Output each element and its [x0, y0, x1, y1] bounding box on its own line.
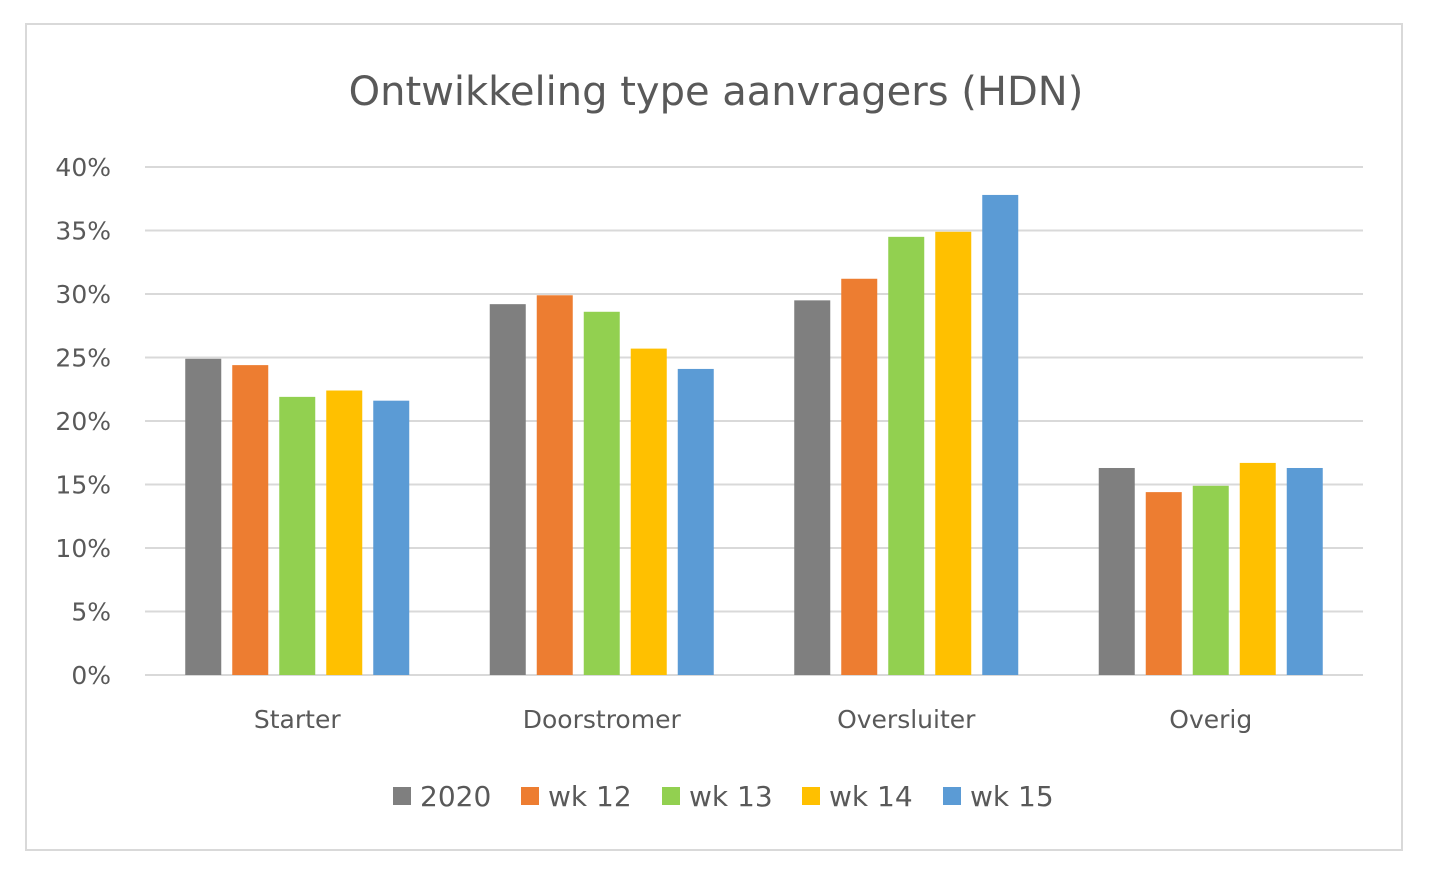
y-tick-label: 5% [71, 598, 111, 627]
bar [583, 311, 620, 675]
y-tick-label: 40% [55, 153, 111, 182]
y-tick-label: 0% [71, 661, 111, 690]
bar [279, 396, 316, 675]
bar [794, 300, 831, 675]
x-axis-categories: Starter Doorstromer Oversluiter Overig [254, 705, 1252, 734]
bar [677, 368, 714, 675]
x-category-label: Doorstromer [523, 705, 682, 734]
bar [1192, 485, 1229, 675]
bar [326, 390, 363, 675]
legend-swatch [802, 787, 820, 805]
bar [489, 304, 526, 675]
bar [888, 236, 925, 675]
y-tick-label: 20% [55, 407, 111, 436]
legend-swatch [943, 787, 961, 805]
x-category-label: Overig [1169, 705, 1252, 734]
bar [630, 348, 667, 675]
bar [841, 278, 878, 675]
x-category-label: Oversluiter [837, 705, 976, 734]
bar [982, 194, 1019, 675]
legend-label: 2020 [420, 780, 491, 813]
bar [185, 358, 222, 675]
bar [1145, 492, 1182, 675]
legend-label: wk 14 [829, 780, 913, 813]
y-tick-label: 15% [55, 471, 111, 500]
bar [536, 295, 573, 675]
legend-label: wk 12 [548, 780, 632, 813]
legend-swatch [521, 787, 539, 805]
y-tick-label: 30% [55, 280, 111, 309]
y-tick-label: 25% [55, 344, 111, 373]
legend-swatch [393, 787, 411, 805]
bars [185, 194, 1323, 675]
bar [1239, 462, 1276, 675]
y-tick-label: 10% [55, 534, 111, 563]
y-axis-ticks: 0% 5% 10% 15% 20% 25% 30% 35% 40% [55, 153, 111, 690]
bar [935, 231, 972, 675]
bar [232, 365, 269, 675]
y-tick-label: 35% [55, 217, 111, 246]
legend-label: wk 13 [689, 780, 773, 813]
chart-title: Ontwikkeling type aanvragers (HDN) [349, 69, 1084, 115]
legend-swatch [662, 787, 680, 805]
x-category-label: Starter [254, 705, 341, 734]
bar [1286, 467, 1323, 675]
legend: 2020 wk 12 wk 13 wk 14 wk 15 [393, 780, 1054, 813]
bar [373, 400, 410, 675]
legend-label: wk 15 [970, 780, 1054, 813]
bar [1098, 467, 1135, 675]
